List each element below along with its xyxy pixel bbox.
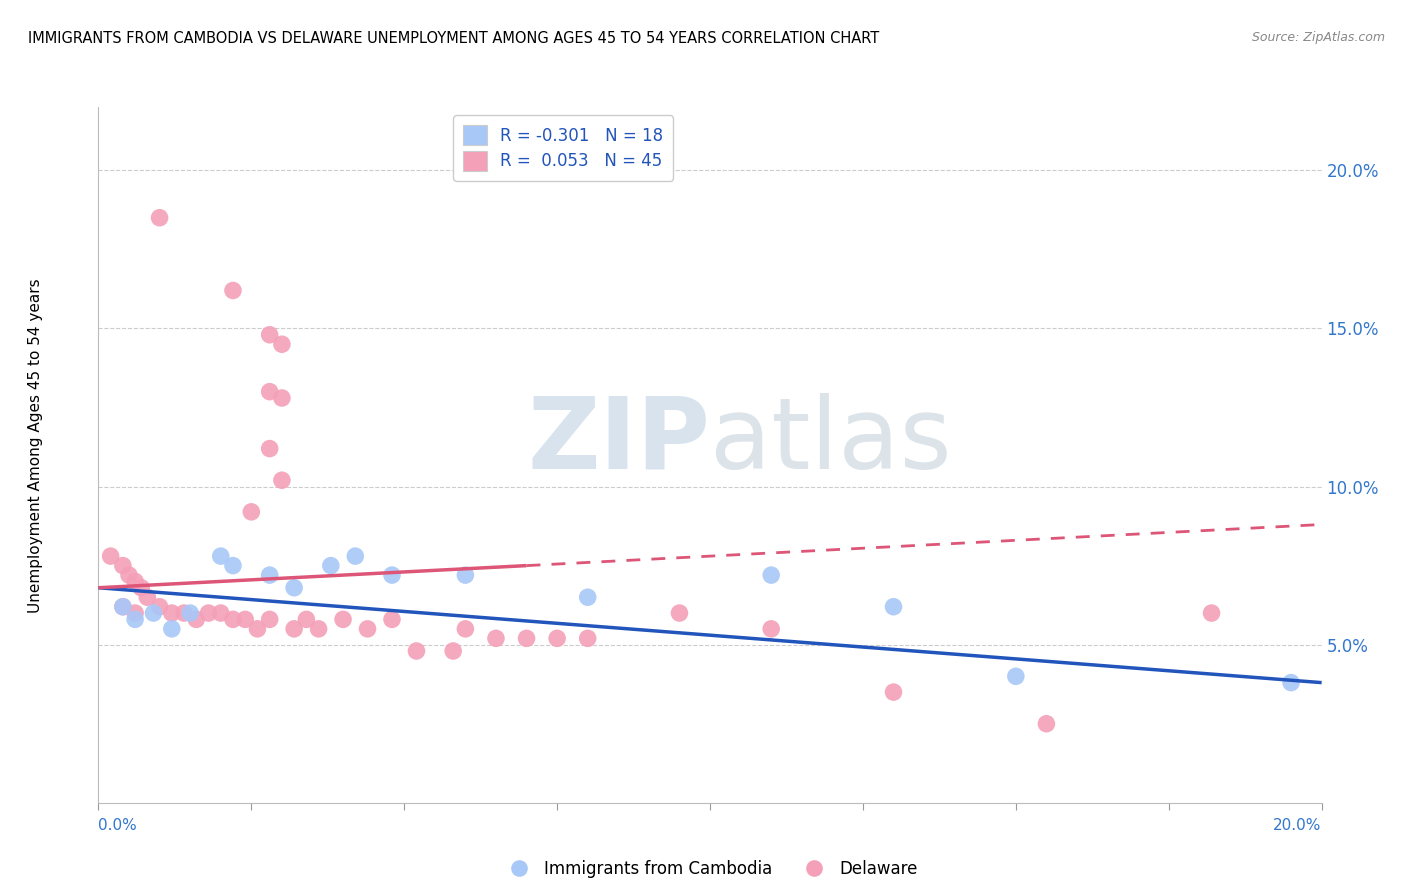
Point — [111, 558, 134, 573]
Point — [160, 622, 183, 636]
Point — [222, 558, 245, 573]
Point — [308, 622, 330, 636]
Point — [179, 606, 201, 620]
Point — [270, 391, 292, 405]
Point — [319, 558, 342, 573]
Point — [246, 622, 269, 636]
Point — [405, 644, 427, 658]
Point — [259, 612, 281, 626]
Point — [332, 612, 354, 626]
Text: 0.0%: 0.0% — [98, 818, 138, 832]
Point — [1279, 675, 1302, 690]
Point — [283, 622, 305, 636]
Text: IMMIGRANTS FROM CAMBODIA VS DELAWARE UNEMPLOYMENT AMONG AGES 45 TO 54 YEARS CORR: IMMIGRANTS FROM CAMBODIA VS DELAWARE UNE… — [28, 31, 879, 46]
Point — [344, 549, 367, 563]
Point — [454, 568, 477, 582]
Point — [295, 612, 318, 626]
Point — [124, 606, 146, 620]
Point — [222, 284, 245, 298]
Text: Source: ZipAtlas.com: Source: ZipAtlas.com — [1251, 31, 1385, 45]
Point — [1201, 606, 1223, 620]
Point — [124, 574, 146, 589]
Point — [118, 568, 141, 582]
Point — [240, 505, 263, 519]
Point — [454, 622, 477, 636]
Point — [1035, 716, 1057, 731]
Point — [441, 644, 464, 658]
Point — [485, 632, 508, 646]
Point — [136, 591, 159, 605]
Point — [124, 612, 146, 626]
Point — [100, 549, 122, 563]
Point — [111, 599, 134, 614]
Point — [576, 632, 599, 646]
Point — [381, 568, 404, 582]
Point — [129, 581, 152, 595]
Point — [222, 612, 245, 626]
Point — [259, 568, 281, 582]
Point — [259, 327, 281, 342]
Point — [270, 473, 292, 487]
Point — [149, 599, 172, 614]
Point — [270, 337, 292, 351]
Point — [381, 612, 404, 626]
Point — [283, 581, 305, 595]
Point — [173, 606, 195, 620]
Point — [209, 549, 232, 563]
Point — [883, 685, 905, 699]
Point — [259, 442, 281, 456]
Point — [233, 612, 256, 626]
Point — [160, 606, 183, 620]
Point — [1004, 669, 1026, 683]
Legend: Immigrants from Cambodia, Delaware: Immigrants from Cambodia, Delaware — [496, 854, 924, 885]
Point — [149, 211, 172, 225]
Text: ZIP: ZIP — [527, 392, 710, 490]
Text: Unemployment Among Ages 45 to 54 years: Unemployment Among Ages 45 to 54 years — [28, 278, 42, 614]
Point — [546, 632, 568, 646]
Point — [668, 606, 690, 620]
Point — [516, 632, 538, 646]
Point — [759, 568, 782, 582]
Point — [259, 384, 281, 399]
Point — [111, 599, 134, 614]
Point — [883, 599, 905, 614]
Point — [759, 622, 782, 636]
Point — [142, 606, 165, 620]
Point — [186, 612, 208, 626]
Text: atlas: atlas — [710, 392, 952, 490]
Point — [356, 622, 378, 636]
Point — [576, 591, 599, 605]
Point — [209, 606, 232, 620]
Point — [197, 606, 219, 620]
Text: 20.0%: 20.0% — [1274, 818, 1322, 832]
